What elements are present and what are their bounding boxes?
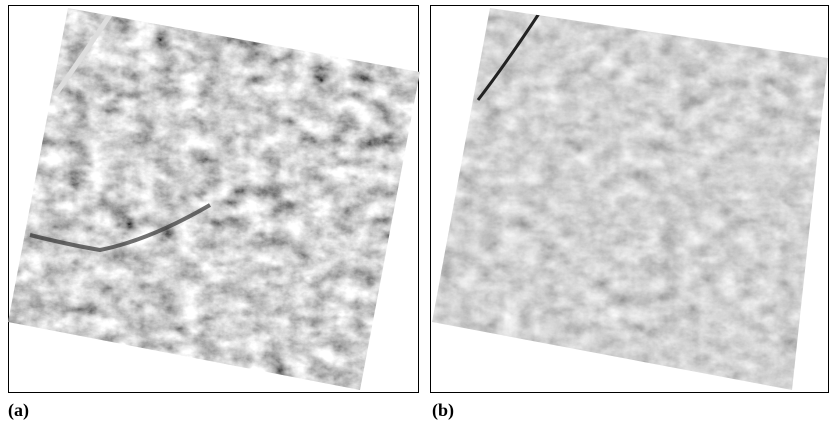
panel-a bbox=[8, 6, 420, 393]
panel-label: (a) bbox=[8, 400, 29, 421]
panel-label: (b) bbox=[432, 400, 454, 421]
panel-b bbox=[430, 6, 829, 393]
figure: (a) (b) bbox=[0, 0, 836, 424]
